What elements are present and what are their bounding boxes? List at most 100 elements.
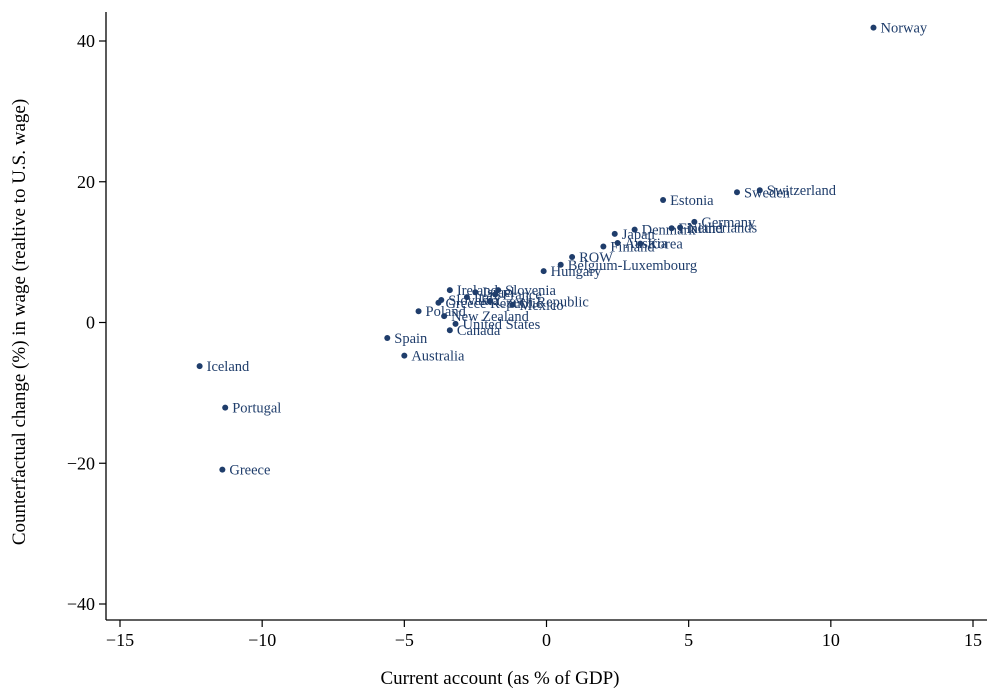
data-point: Australia bbox=[401, 349, 465, 365]
y-tick-label: −40 bbox=[67, 594, 95, 614]
data-point: Greece Republic bbox=[435, 296, 542, 312]
point-marker bbox=[495, 287, 502, 294]
point-label: Germany bbox=[701, 215, 756, 231]
point-marker bbox=[660, 197, 667, 204]
point-label: Belgium-Luxembourg bbox=[568, 258, 697, 274]
data-point: Sweden bbox=[734, 185, 791, 201]
x-tick-label: −10 bbox=[248, 630, 276, 650]
point-label: New Zealand bbox=[451, 309, 529, 325]
data-point: United States bbox=[452, 317, 541, 333]
data-point: Belgium-Luxembourg bbox=[557, 258, 697, 274]
data-point: Portugal bbox=[222, 401, 281, 417]
x-tick-label: −5 bbox=[395, 630, 414, 650]
point-label: Czech Republic bbox=[497, 294, 589, 310]
data-point: Canada bbox=[446, 323, 501, 339]
point-marker bbox=[631, 226, 638, 233]
data-point: Mexico bbox=[509, 298, 564, 314]
data-point: ROW bbox=[569, 250, 613, 266]
point-label: Austria bbox=[625, 236, 668, 252]
data-point: Finland bbox=[600, 239, 655, 255]
ticks: −15 −10 −5 0 5 10 15 −40 −20 0 20 40 bbox=[67, 31, 982, 650]
data-point: Slovenia bbox=[495, 283, 556, 299]
point-marker bbox=[600, 243, 607, 250]
point-marker bbox=[870, 24, 877, 31]
point-marker bbox=[196, 363, 203, 370]
point-marker bbox=[472, 289, 479, 296]
point-marker bbox=[734, 189, 741, 196]
point-marker bbox=[446, 327, 453, 334]
point-label: Poland bbox=[426, 304, 467, 320]
point-label: Greece Republic bbox=[445, 296, 542, 312]
x-tick-label: −15 bbox=[106, 630, 134, 650]
data-point: Denmark bbox=[631, 223, 696, 239]
data-point: Greece bbox=[219, 463, 270, 479]
point-marker bbox=[219, 466, 226, 473]
y-axis-title: Counterfactual change (%) in wage (realt… bbox=[9, 99, 30, 545]
point-marker bbox=[452, 320, 459, 327]
data-point: Finland bbox=[668, 221, 724, 237]
point-label: Portugal bbox=[232, 401, 281, 417]
y-tick-label: 0 bbox=[86, 313, 95, 333]
data-point: Germany bbox=[691, 215, 756, 231]
data-point: Italy bbox=[463, 290, 501, 306]
point-label: Italy bbox=[474, 290, 501, 306]
point-label: Norway bbox=[880, 21, 927, 37]
point-label: Canada bbox=[457, 323, 501, 339]
point-label: Australia bbox=[411, 349, 465, 365]
y-tick-label: 40 bbox=[77, 31, 95, 51]
data-point: Israel bbox=[472, 285, 515, 301]
point-label: ROW bbox=[579, 250, 613, 266]
point-marker bbox=[463, 294, 470, 301]
point-label: Slovenia bbox=[505, 283, 556, 299]
point-marker bbox=[756, 187, 763, 194]
point-marker bbox=[441, 313, 448, 320]
point-marker bbox=[435, 299, 442, 306]
point-marker bbox=[486, 298, 493, 305]
data-point: Austria bbox=[614, 236, 668, 252]
data-point: Spain bbox=[384, 331, 428, 347]
point-marker bbox=[509, 301, 516, 308]
point-marker bbox=[637, 240, 644, 247]
point-label: Japan bbox=[622, 227, 656, 243]
x-tick-label: 0 bbox=[542, 630, 551, 650]
point-marker bbox=[677, 224, 684, 231]
data-point: Japan bbox=[611, 227, 656, 243]
point-marker bbox=[446, 287, 453, 294]
point-label: Finland bbox=[679, 221, 724, 237]
data-point: New Zealand bbox=[441, 309, 530, 325]
point-marker bbox=[540, 268, 547, 275]
data-point: Switzerland bbox=[756, 183, 837, 199]
y-tick-label: 20 bbox=[77, 172, 95, 192]
data-point: Poland bbox=[415, 304, 467, 320]
point-marker bbox=[384, 334, 391, 341]
point-label: Korea bbox=[647, 237, 683, 253]
x-tick-label: 15 bbox=[964, 630, 982, 650]
point-label: Slovakia bbox=[448, 293, 499, 309]
x-tick-label: 10 bbox=[822, 630, 840, 650]
point-marker bbox=[614, 239, 621, 246]
point-label: France bbox=[502, 287, 541, 303]
point-marker bbox=[222, 404, 229, 411]
point-label: Mexico bbox=[519, 298, 563, 314]
data-point: Korea bbox=[637, 237, 683, 253]
point-label: Hungary bbox=[551, 264, 602, 280]
point-marker bbox=[611, 230, 618, 237]
data-point: Estonia bbox=[660, 193, 714, 209]
x-tick-label: 5 bbox=[684, 630, 693, 650]
point-label: Greece bbox=[229, 463, 270, 479]
point-label: Iceland bbox=[207, 359, 250, 375]
point-marker bbox=[557, 261, 564, 268]
data-point: Norway bbox=[870, 21, 928, 37]
point-label: Finland bbox=[610, 239, 655, 255]
point-marker bbox=[415, 308, 422, 315]
data-point: France bbox=[492, 287, 542, 303]
point-label: Israel bbox=[482, 285, 514, 301]
data-point: Iceland bbox=[196, 359, 250, 375]
point-label: Switzerland bbox=[767, 183, 837, 199]
x-axis-title: Current account (as % of GDP) bbox=[380, 668, 619, 688]
data-point: Czech Republic bbox=[486, 294, 589, 310]
data-point: Hungary bbox=[540, 264, 602, 280]
point-label: Netherlands bbox=[687, 220, 757, 236]
